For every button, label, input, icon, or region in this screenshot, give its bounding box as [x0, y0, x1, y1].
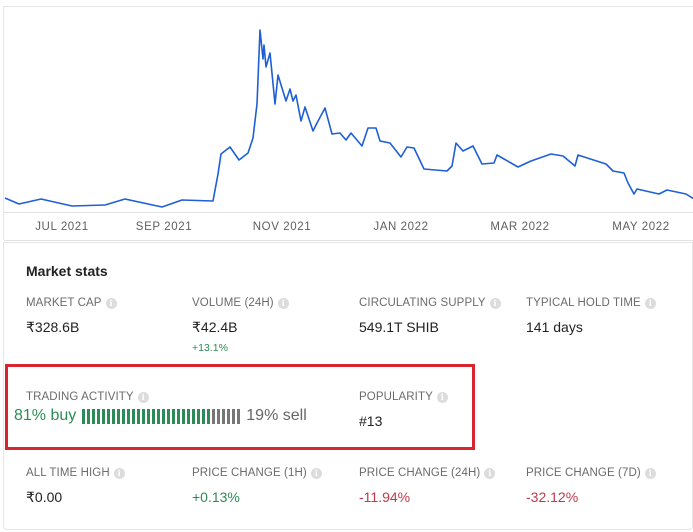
buy-bar-segment	[167, 408, 171, 424]
stat-label: VOLUME (24H)	[192, 297, 274, 309]
buy-bar-segment	[182, 408, 186, 424]
stat-price-change-7d: PRICE CHANGE (7D) i -32.12%	[526, 467, 656, 505]
stat-value: -11.94%	[359, 489, 411, 505]
stat-label: PRICE CHANGE (7D)	[526, 467, 641, 479]
info-icon[interactable]: i	[644, 467, 656, 479]
info-icon[interactable]: i	[489, 297, 501, 309]
buy-bar-segment	[197, 408, 201, 424]
buy-bar-segment	[122, 408, 126, 424]
stat-label: POPULARITY	[359, 391, 433, 403]
buy-bar-segment	[107, 408, 111, 424]
sell-bar-segment	[212, 408, 216, 424]
stat-label: MARKET CAP	[26, 297, 102, 309]
stat-volume-24h: VOLUME (24H) i ₹42.4B +13.1%	[192, 297, 289, 354]
x-label-may-2022: MAY 2022	[612, 221, 670, 233]
info-icon[interactable]: i	[105, 297, 117, 309]
price-chart-card: JUL 2021 SEP 2021 NOV 2021 JAN 2022 MAR …	[3, 6, 693, 241]
buy-bar-segment	[147, 408, 151, 424]
x-label-mar-2022: MAR 2022	[490, 221, 550, 233]
volume-change: +13.1%	[192, 342, 228, 354]
buy-bar-segment	[192, 408, 196, 424]
stat-typical-hold-time: TYPICAL HOLD TIME i 141 days	[526, 297, 656, 335]
sell-bar-segment	[232, 408, 236, 424]
stat-value: ₹0.00	[26, 489, 63, 505]
info-icon[interactable]: i	[137, 391, 149, 403]
stat-value: #13	[359, 413, 383, 429]
buy-bar-segment	[127, 408, 131, 424]
stat-value: 141 days	[526, 319, 583, 335]
stat-price-change-24h: PRICE CHANGE (24H) i -11.94%	[359, 467, 496, 505]
market-stats-card: Market stats MARKET CAP i ₹328.6B VOLUME …	[3, 242, 693, 530]
stat-label: TRADING ACTIVITY	[26, 391, 134, 403]
stat-value: +0.13%	[192, 489, 240, 505]
x-label-jan-2022: JAN 2022	[373, 221, 429, 233]
sell-percent: 19% sell	[246, 407, 307, 424]
buy-bar-segment	[132, 408, 136, 424]
buy-bar-segment	[102, 408, 106, 424]
stat-label: PRICE CHANGE (1H)	[192, 467, 307, 479]
sell-bar-segment	[227, 408, 231, 424]
market-stats-title: Market stats	[26, 263, 108, 279]
info-icon[interactable]: i	[484, 467, 496, 479]
stat-label: PRICE CHANGE (24H)	[359, 467, 481, 479]
buy-bar-segment	[92, 408, 96, 424]
price-line	[4, 29, 693, 208]
stat-value: -32.12%	[526, 489, 579, 505]
buy-bar-segment	[97, 408, 101, 424]
stat-label: CIRCULATING SUPPLY	[359, 297, 486, 309]
buy-bar-segment	[187, 408, 191, 424]
stat-circulating-supply: CIRCULATING SUPPLY i 549.1T SHIB	[359, 297, 501, 335]
x-axis-line	[4, 212, 693, 213]
info-icon[interactable]: i	[277, 297, 289, 309]
buy-bar-segment	[112, 408, 116, 424]
stat-label: ALL TIME HIGH	[26, 467, 110, 479]
stat-value: ₹328.6B	[26, 319, 80, 335]
stat-trading-activity: TRADING ACTIVITY i 81% buy 19% sell	[14, 391, 307, 425]
buy-percent: 81% buy	[14, 407, 77, 424]
buy-bar-segment	[82, 408, 86, 424]
stat-popularity: POPULARITY i #13	[359, 391, 448, 429]
info-icon[interactable]: i	[310, 467, 322, 479]
buy-bar-segment	[162, 408, 166, 424]
buy-bar-segment	[157, 408, 161, 424]
stat-price-change-1h: PRICE CHANGE (1H) i +0.13%	[192, 467, 322, 505]
buy-bar-segment	[117, 408, 121, 424]
info-icon[interactable]: i	[644, 297, 656, 309]
sell-bar-segment	[237, 408, 241, 424]
stat-label: TYPICAL HOLD TIME	[526, 297, 641, 309]
buy-bar-segment	[177, 408, 181, 424]
stat-all-time-high: ALL TIME HIGH i ₹0.00	[26, 467, 125, 506]
buy-bar-segment	[142, 408, 146, 424]
info-icon[interactable]: i	[436, 391, 448, 403]
buy-bar-segment	[87, 408, 91, 424]
stat-market-cap: MARKET CAP i ₹328.6B	[26, 297, 117, 336]
info-icon[interactable]: i	[113, 467, 125, 479]
x-axis-labels: JUL 2021 SEP 2021 NOV 2021 JAN 2022 MAR …	[4, 213, 693, 241]
buy-bar-segment	[202, 408, 206, 424]
stat-value: ₹42.4B	[192, 319, 238, 335]
x-label-jul-2021: JUL 2021	[35, 221, 89, 233]
buy-sell-bar	[82, 408, 241, 424]
sell-bar-segment	[217, 408, 221, 424]
x-label-nov-2021: NOV 2021	[252, 221, 312, 233]
sell-bar-segment	[222, 408, 226, 424]
buy-bar-segment	[137, 408, 141, 424]
buy-bar-segment	[172, 408, 176, 424]
stat-value: 549.1T SHIB	[359, 319, 439, 335]
x-label-sep-2021: SEP 2021	[135, 221, 193, 233]
buy-bar-segment	[152, 408, 156, 424]
price-chart[interactable]	[1, 1, 693, 241]
buy-bar-segment	[207, 408, 211, 424]
